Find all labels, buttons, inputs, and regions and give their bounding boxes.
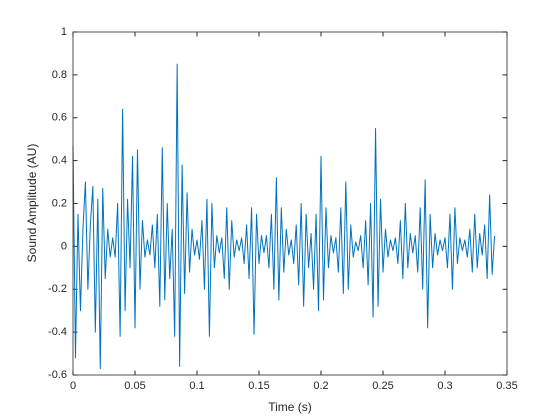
y-tick-label: 0.4 bbox=[52, 155, 67, 167]
x-tick-label: 0.25 bbox=[372, 380, 393, 392]
y-tick-label: -0.6 bbox=[48, 369, 67, 381]
x-tick-label: 0.35 bbox=[496, 380, 517, 392]
y-tick-label: 1 bbox=[61, 26, 67, 38]
x-tick-label: 0.05 bbox=[124, 380, 145, 392]
x-tick-label: 0.3 bbox=[437, 380, 452, 392]
y-tick-label: 0 bbox=[61, 240, 67, 252]
y-tick-label: -0.4 bbox=[48, 326, 67, 338]
x-tick-label: 0.1 bbox=[189, 380, 204, 392]
y-tick-label: 0.2 bbox=[52, 197, 67, 209]
y-axis-label: Sound Amplitude (AU) bbox=[25, 144, 39, 263]
y-tick-label: 0.8 bbox=[52, 69, 67, 81]
x-tick-label: 0.2 bbox=[313, 380, 328, 392]
x-tick-label: 0.15 bbox=[248, 380, 269, 392]
y-tick-label: 0.6 bbox=[52, 112, 67, 124]
line bbox=[72, 63, 496, 370]
y-tick-label: -0.2 bbox=[48, 283, 67, 295]
x-axis-label: Time (s) bbox=[268, 400, 312, 414]
axes-box bbox=[72, 31, 508, 376]
x-tick-label: 0 bbox=[70, 380, 76, 392]
